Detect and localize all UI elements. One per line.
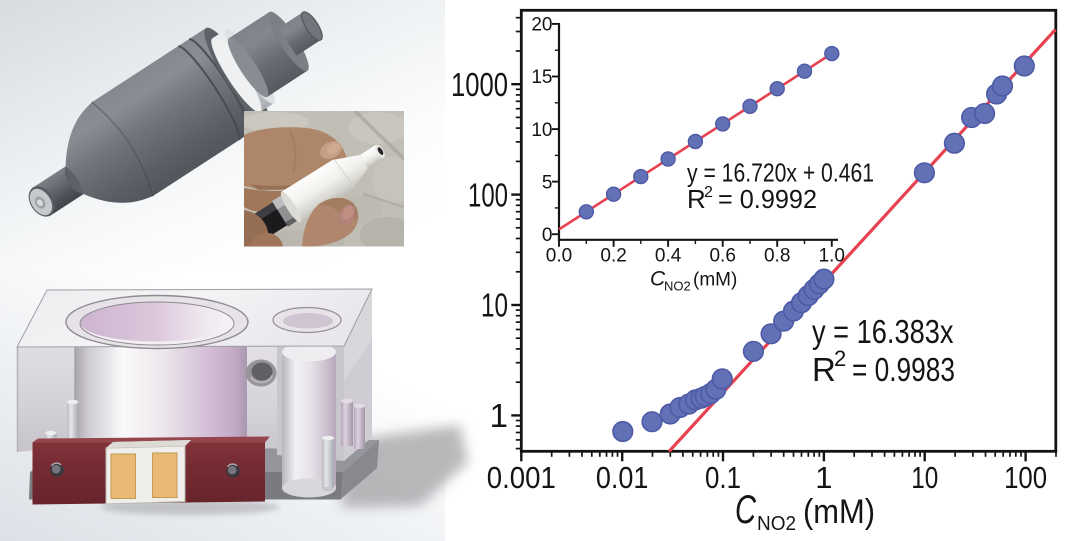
svg-text:C: C bbox=[650, 268, 666, 291]
svg-text:= 0.9992: = 0.9992 bbox=[718, 184, 817, 214]
svg-text:5: 5 bbox=[542, 172, 553, 193]
svg-text:R: R bbox=[687, 184, 706, 214]
svg-text:20: 20 bbox=[531, 15, 552, 36]
svg-text:0.4: 0.4 bbox=[655, 246, 682, 267]
svg-text:NO2: NO2 bbox=[664, 279, 691, 294]
svg-text:15: 15 bbox=[531, 67, 552, 88]
svg-text:0.01: 0.01 bbox=[596, 460, 649, 495]
svg-text:10: 10 bbox=[531, 120, 552, 141]
svg-text:10: 10 bbox=[481, 287, 508, 324]
svg-text:0.8: 0.8 bbox=[764, 246, 790, 267]
svg-text:C: C bbox=[735, 488, 757, 532]
svg-text:0.001: 0.001 bbox=[487, 460, 556, 495]
svg-text:= 0.9983: = 0.9983 bbox=[852, 351, 955, 388]
svg-text:(mM): (mM) bbox=[803, 493, 875, 531]
svg-text:1000: 1000 bbox=[451, 66, 508, 103]
svg-text:(mM): (mM) bbox=[693, 270, 737, 291]
svg-text:0.6: 0.6 bbox=[709, 246, 735, 267]
svg-text:1: 1 bbox=[490, 397, 508, 434]
svg-text:0.0: 0.0 bbox=[546, 246, 572, 267]
svg-text:R: R bbox=[812, 351, 836, 388]
svg-text:1.0: 1.0 bbox=[819, 246, 845, 267]
svg-text:y = 16.383x: y = 16.383x bbox=[812, 313, 954, 350]
svg-text:1: 1 bbox=[815, 460, 832, 495]
svg-text:y = 16.720x + 0.461: y = 16.720x + 0.461 bbox=[687, 158, 874, 188]
svg-text:0.2: 0.2 bbox=[600, 246, 626, 267]
svg-text:100: 100 bbox=[1004, 460, 1047, 495]
svg-text:2: 2 bbox=[704, 184, 713, 201]
svg-text:100: 100 bbox=[468, 176, 508, 213]
svg-text:0.1: 0.1 bbox=[705, 460, 741, 495]
svg-text:NO2: NO2 bbox=[757, 513, 796, 535]
svg-text:2: 2 bbox=[834, 346, 846, 371]
svg-text:0: 0 bbox=[542, 225, 553, 246]
svg-text:10: 10 bbox=[911, 460, 938, 495]
